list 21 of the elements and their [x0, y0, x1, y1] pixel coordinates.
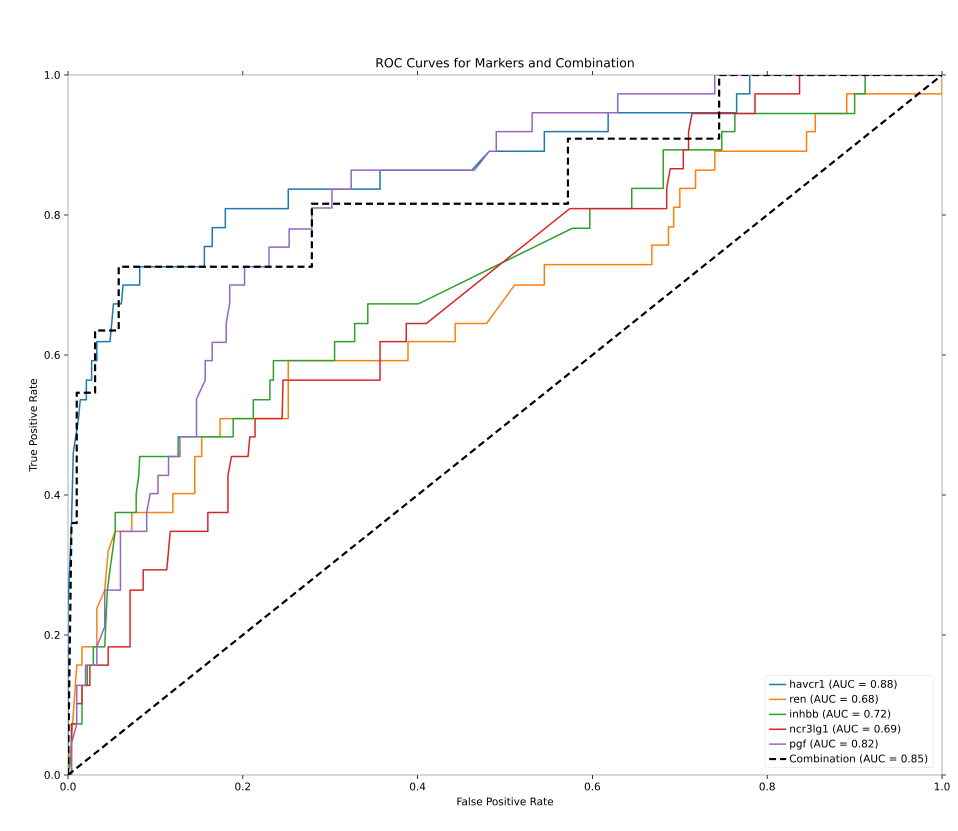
y-tick-label: 1.0	[44, 71, 60, 79]
y-tick-label: 0.2	[44, 631, 60, 639]
x-tick-label: 0.2	[235, 782, 250, 790]
legend-label: inhbb (AUC = 0.72)	[790, 710, 890, 719]
legend-label: havcr1 (AUC = 0.88)	[790, 680, 897, 690]
legend-label: ncr3lg1 (AUC = 0.69)	[790, 724, 900, 735]
y-tick-label: 0.4	[44, 491, 60, 499]
legend-label: Combination (AUC = 0.85)	[790, 754, 928, 764]
x-tick-label: 0.8	[760, 782, 775, 790]
x-tick-label: 0.6	[584, 782, 600, 790]
chart-title: ROC Curves for Markers and Combination	[376, 58, 634, 68]
x-tick-label: 0.4	[410, 782, 426, 790]
x-axis-title: False Positive Rate	[457, 797, 554, 806]
x-tick-label: 0.0	[60, 782, 76, 790]
legend-label: pgf (AUC = 0.82)	[790, 739, 878, 750]
y-axis-title: True Positive Rate	[28, 378, 38, 472]
y-tick-label: 0.8	[44, 211, 60, 219]
legend-label: ren (AUC = 0.68)	[790, 694, 878, 704]
y-tick-label: 0.6	[44, 351, 60, 359]
y-tick-label: 0.0	[44, 771, 60, 779]
x-tick-label: 1.0	[934, 782, 950, 790]
